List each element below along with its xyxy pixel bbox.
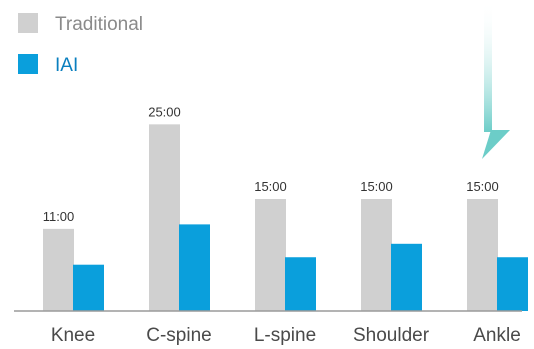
annotation-down-arrow [482,0,510,159]
data-label-traditional-shoulder: 15:00 [360,179,393,194]
x-tick-label-ankle: Ankle [473,325,521,346]
data-labels: 11:00 25:00 15:00 15:00 15:00 [43,104,499,224]
x-tick-label-knee: Knee [51,325,95,346]
data-label-traditional-ankle: 15:00 [466,179,499,194]
bar-iai-l-spine [285,257,316,311]
bar-traditional-shoulder [361,199,392,311]
legend-swatch-iai [18,54,38,74]
arrow-shaft [484,0,492,132]
bar-iai-knee [73,264,104,311]
data-label-traditional-c-spine: 25:00 [148,104,181,119]
series-iai [73,224,528,311]
bar-iai-shoulder [391,243,422,311]
bar-traditional-l-spine [255,199,286,311]
legend: Traditional IAI [18,13,143,76]
bar-iai-ankle [497,257,528,311]
series-traditional [43,124,498,311]
legend-swatch-traditional [18,13,38,33]
x-tick-label-c-spine: C-spine [146,325,211,346]
legend-label-traditional: Traditional [55,14,143,35]
x-axis-tick-labels: Knee C-spine L-spine Shoulder Ankle [51,325,521,346]
data-label-traditional-knee: 11:00 [43,209,75,224]
data-label-traditional-l-spine: 15:00 [254,179,287,194]
bar-iai-c-spine [179,224,210,311]
arrow-head [482,130,510,159]
bar-traditional-ankle [467,199,498,311]
legend-label-iai: IAI [55,55,78,76]
bar-traditional-c-spine [149,124,180,311]
bar-traditional-knee [43,228,74,311]
x-tick-label-l-spine: L-spine [254,325,316,346]
x-tick-label-shoulder: Shoulder [353,325,430,346]
